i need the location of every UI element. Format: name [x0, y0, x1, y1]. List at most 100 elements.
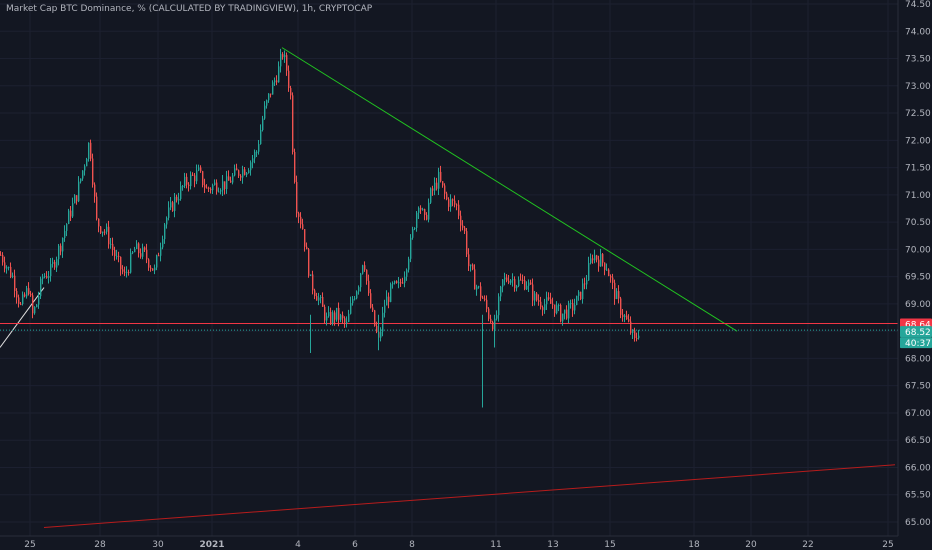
candle-body: [608, 269, 610, 277]
time-tick-label: 15: [604, 540, 615, 550]
candle-body: [436, 182, 438, 189]
candle-body: [304, 229, 306, 247]
price-tick-label: 72.00: [905, 136, 931, 146]
trend-lines[interactable]: [0, 47, 896, 528]
price-tick-label: 69.00: [905, 300, 931, 310]
candle-body: [82, 170, 84, 179]
candle-body: [252, 158, 254, 163]
candle-body: [232, 175, 234, 183]
candle-body: [242, 169, 244, 178]
candle-body: [480, 286, 482, 298]
candle-body: [328, 312, 330, 317]
candle-body: [132, 252, 134, 254]
candle-body: [226, 176, 228, 190]
price-tick-label: 72.50: [905, 109, 931, 119]
candle-body: [206, 187, 208, 189]
candle-body: [266, 100, 268, 106]
candle-body: [572, 303, 574, 311]
candle-body: [566, 309, 568, 319]
candle-body: [560, 304, 562, 322]
candle-body: [142, 247, 144, 257]
candle-body: [102, 231, 104, 233]
candle-body: [222, 181, 224, 191]
price-label-text: 40:37: [905, 339, 931, 349]
candle-body: [592, 258, 594, 261]
candle-body: [176, 196, 178, 201]
candle-body: [408, 258, 410, 270]
candle-body: [40, 278, 42, 297]
candle-body: [508, 280, 510, 283]
candle-body: [70, 210, 72, 217]
candle-body: [456, 204, 458, 206]
candle-body: [88, 142, 90, 159]
candle-body: [632, 330, 634, 333]
candle-body: [22, 294, 24, 304]
candle-body: [250, 162, 252, 171]
candle-body: [400, 282, 402, 284]
candle-body: [12, 275, 14, 278]
candle-body: [638, 335, 640, 339]
candles: [0, 48, 640, 408]
trend-line[interactable]: [43, 464, 896, 528]
time-tick-label: 2021: [199, 540, 224, 550]
candle-body: [564, 309, 566, 314]
candle-body: [484, 298, 486, 300]
candle-body: [398, 282, 400, 284]
candle-body: [110, 243, 112, 245]
candle-body: [38, 296, 40, 305]
candle-body: [178, 198, 180, 201]
candle-body: [58, 245, 60, 260]
candle-body: [244, 169, 246, 175]
candle-body: [338, 307, 340, 320]
candle-body: [414, 227, 416, 229]
candle-body: [614, 282, 616, 300]
candle-body: [334, 312, 336, 320]
candle-body: [604, 262, 606, 270]
candle-body: [76, 195, 78, 202]
candle-body: [536, 293, 538, 301]
candle-body: [584, 283, 586, 285]
candle-body: [362, 265, 364, 274]
time-axis[interactable]: 25 28 30 2021 4 6 8 11 13 15 18 20 22 25: [0, 535, 932, 550]
candle-body: [212, 185, 214, 191]
candle-body: [512, 279, 514, 281]
candle-body: [506, 277, 508, 281]
candle-body: [282, 54, 284, 58]
candle-body: [344, 318, 346, 323]
time-axis-bg: [0, 536, 932, 550]
candle-body: [106, 226, 108, 232]
candle-body: [2, 254, 4, 263]
candle-body: [196, 170, 198, 182]
candle-body: [112, 243, 114, 251]
candle-body: [492, 322, 494, 330]
candle-body: [148, 259, 150, 268]
candle-body: [432, 188, 434, 191]
candle-body: [332, 312, 334, 324]
candle-body: [246, 173, 248, 175]
candle-body: [72, 203, 74, 217]
price-axis[interactable]: 74.50 74.00 73.50 73.00 72.50 72.00 71.50 71.00…: [897, 0, 932, 536]
candle-body: [24, 294, 26, 297]
candle-body: [470, 264, 472, 267]
candle-body: [128, 272, 130, 274]
candle-body: [368, 280, 370, 294]
candle-body: [428, 202, 430, 220]
candle-body: [240, 175, 242, 178]
candle-body: [160, 247, 162, 256]
candle-body: [542, 307, 544, 311]
candle-body: [276, 80, 278, 83]
candle-body: [180, 186, 182, 199]
horizontal-lines[interactable]: [0, 323, 898, 331]
time-tick-label: 28: [94, 540, 106, 550]
candle-body: [138, 243, 140, 254]
candle-body: [48, 276, 50, 278]
trend-line[interactable]: [0, 287, 45, 348]
candle-body: [214, 182, 216, 186]
candle-body: [200, 167, 202, 172]
candle-body: [292, 95, 294, 153]
candle-body: [606, 269, 608, 271]
candle-body: [616, 291, 618, 300]
trend-line[interactable]: [281, 47, 738, 332]
